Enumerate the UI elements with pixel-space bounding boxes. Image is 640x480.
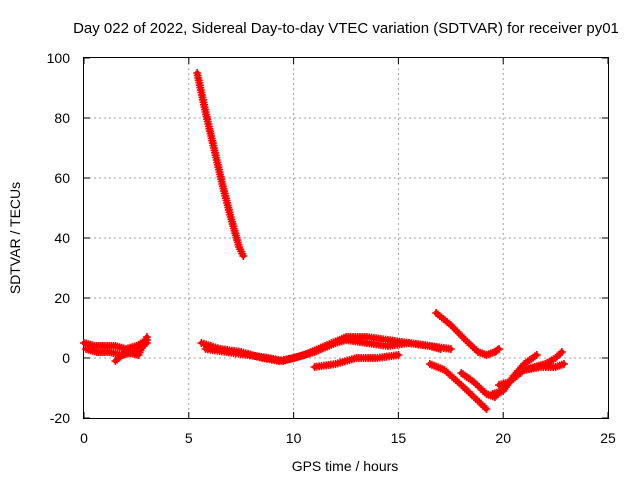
series-arc-late-f (509, 348, 566, 380)
y-tick-label: -20 (50, 410, 70, 426)
data-point (557, 348, 566, 356)
series-arc-late-e (495, 360, 568, 389)
y-tick-label: 40 (54, 230, 70, 246)
y-tick-label: 80 (54, 110, 70, 126)
data-point (559, 360, 568, 368)
plot-frame (83, 57, 609, 419)
data-point (493, 346, 502, 354)
series-arc-mid-c (310, 351, 403, 371)
x-tick-label: 5 (185, 430, 193, 446)
axis-ticks: 0 5 10 15 20 25 -20 0 20 40 60 80 100 (47, 50, 616, 446)
data-point (482, 405, 491, 413)
x-tick-label: 15 (391, 430, 407, 446)
data-point (394, 351, 403, 359)
chart-title: Day 022 of 2022, Sidereal Day-to-day VTE… (73, 20, 619, 37)
data-point (436, 345, 445, 353)
data-point (495, 345, 504, 353)
series-arc-late-a (432, 309, 504, 359)
data-point (532, 351, 541, 359)
data-point (556, 349, 565, 358)
data-series (80, 69, 568, 413)
x-tick-label: 20 (495, 430, 511, 446)
x-tick-label: 0 (80, 430, 88, 446)
y-axis-label: SDTVAR / TECUs (7, 182, 23, 294)
series-arc-late-b (425, 360, 491, 413)
data-point (142, 333, 151, 341)
x-tick-label: 25 (600, 430, 616, 446)
data-point (480, 403, 489, 412)
grid-lines (84, 58, 608, 418)
x-axis-label: GPS time / hours (292, 458, 399, 474)
data-point (446, 345, 455, 353)
y-tick-label: 20 (54, 290, 70, 306)
x-tick-label: 10 (286, 430, 302, 446)
y-tick-label: 0 (62, 350, 70, 366)
y-tick-label: 60 (54, 170, 70, 186)
data-point (530, 352, 539, 361)
series-arc-mid-b (201, 333, 445, 365)
series-arc-early-c (111, 333, 151, 365)
data-point (239, 252, 248, 260)
y-tick-label: 100 (47, 50, 71, 66)
series-arc-steep (193, 69, 248, 260)
